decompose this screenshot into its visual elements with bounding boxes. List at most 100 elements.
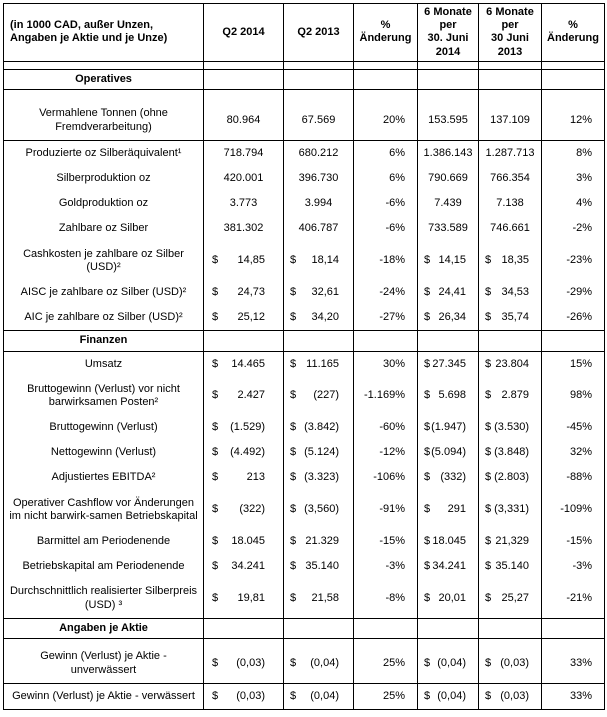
- amount: 34.241: [432, 560, 466, 573]
- amount: (5.124): [304, 446, 339, 459]
- amount: 35,74: [501, 311, 529, 324]
- value-cell: $20,01: [417, 579, 479, 619]
- row-label: Nettogewinn (Verlust): [3, 440, 204, 466]
- amount: (3.848): [494, 446, 529, 459]
- currency-symbol: $: [485, 591, 492, 604]
- currency-symbol: $: [290, 446, 297, 459]
- spacer-cell: [541, 638, 605, 645]
- value-cell: $ (3,331): [478, 490, 542, 529]
- amount: 34,20: [311, 311, 339, 324]
- section-empty-cell: [283, 617, 354, 639]
- spacer-cell: [417, 61, 479, 70]
- value-cell: -29%: [541, 279, 605, 306]
- currency-symbol: $: [212, 254, 219, 267]
- spacer-cell: [541, 61, 605, 70]
- currency-symbol: $: [485, 503, 492, 516]
- value-cell: $ (0,03): [478, 644, 542, 684]
- header-6m-2013: 6 Monate per 30 Juni 2013: [478, 3, 542, 62]
- currency-symbol: $: [212, 503, 219, 516]
- amount: 18,14: [311, 254, 339, 267]
- section-empty-cell: [541, 68, 605, 90]
- row-label: Zahlbare oz Silber: [3, 216, 204, 242]
- currency-symbol: $: [290, 471, 297, 484]
- row-label: Gewinn (Verlust) je Aktie - unverwässert: [3, 644, 204, 684]
- currency-symbol: $: [212, 657, 219, 670]
- value-cell: $35.140: [283, 554, 354, 580]
- section-empty-cell: [283, 68, 354, 90]
- value-cell: $5.698: [417, 376, 479, 416]
- currency-symbol: $: [485, 389, 492, 402]
- row-label: Gewinn (Verlust) je Aktie - verwässert: [3, 683, 204, 710]
- table-row: Bruttogewinn (Verlust) vor nicht barwirk…: [3, 376, 605, 416]
- table-row: Durchschnittlich realisierter Silberprei…: [3, 579, 605, 619]
- table-row: Vermahlene Tonnen (ohne Fremdverarbeitun…: [3, 101, 605, 141]
- amount: 14,15: [438, 254, 466, 267]
- spacer-cell: [541, 89, 605, 102]
- currency-symbol: $: [485, 421, 492, 434]
- section-empty-cell: [353, 617, 418, 639]
- amount: (0,03): [236, 689, 265, 702]
- value-cell: -21%: [541, 579, 605, 619]
- amount: 24,73: [237, 285, 265, 298]
- table-row: Goldproduktion oz 3.773 3.994 -6% 7.439 7.138…: [3, 191, 605, 217]
- spacer-cell: [417, 89, 479, 102]
- spacer-cell: [203, 61, 284, 70]
- value-cell: -91%: [353, 490, 418, 529]
- value-cell: $ (5.124): [283, 440, 354, 466]
- value-cell: -6%: [353, 216, 418, 242]
- currency-symbol: $: [424, 446, 431, 459]
- row-label: Operativer Cashflow vor Änderungen im ni…: [3, 490, 204, 529]
- amount: 23.804: [495, 357, 529, 370]
- amount: 18.045: [432, 535, 466, 547]
- currency-symbol: $: [212, 311, 219, 324]
- value-cell: $34,53: [478, 279, 542, 306]
- currency-symbol: $: [290, 357, 297, 370]
- value-cell: 153.595: [417, 101, 479, 141]
- amount: 25,27: [501, 591, 529, 604]
- row-label: Barmittel am Periodenende: [3, 529, 204, 555]
- table-row: AISC je zahlbare oz Silber (USD)² $24,73 $…: [3, 279, 605, 306]
- table-row: Produzierte oz Silberäquivalent¹ 718.794 6…: [3, 140, 605, 166]
- table-row: Operativer Cashflow vor Änderungen im ni…: [3, 490, 605, 529]
- amount: 35.140: [495, 560, 529, 573]
- currency-symbol: $: [485, 535, 492, 547]
- table-row: Barmittel am Periodenende $18.045 $21.329-…: [3, 529, 605, 555]
- amount: 34.241: [231, 560, 265, 573]
- value-cell: $ (2.803): [478, 465, 542, 491]
- value-cell: $ (227): [283, 376, 354, 416]
- value-cell: $32,61: [283, 279, 354, 306]
- amount: (0,04): [437, 657, 466, 670]
- value-cell: 3%: [541, 166, 605, 192]
- currency-symbol: $: [424, 471, 431, 484]
- value-cell: 396.730: [283, 166, 354, 192]
- value-cell: $213: [203, 465, 284, 491]
- section-empty-cell: [203, 68, 284, 90]
- value-cell: 30%: [353, 351, 418, 377]
- spacer-row: [3, 61, 605, 70]
- value-cell: 32%: [541, 440, 605, 466]
- value-cell: $18.045: [203, 529, 284, 555]
- table-body: Operatives Vermahlene Tonnen (ohne Fremdv…: [3, 61, 605, 710]
- currency-symbol: $: [212, 446, 219, 459]
- spacer-row: [3, 638, 605, 645]
- value-cell: 67.569: [283, 101, 354, 141]
- currency-symbol: $: [424, 503, 431, 516]
- value-cell: 8%: [541, 140, 605, 166]
- spacer-cell: [478, 89, 542, 102]
- currency-symbol: $: [212, 471, 219, 484]
- currency-symbol: $: [424, 657, 431, 670]
- table-row: Cashkosten je zahlbare oz Silber (USD)² $…: [3, 241, 605, 280]
- value-cell: $ (1.947): [417, 415, 479, 441]
- value-cell: $ (0,03): [203, 683, 284, 710]
- amount: 21,58: [311, 591, 339, 604]
- value-cell: $ (0,04): [283, 644, 354, 684]
- value-cell: $ (0,04): [417, 644, 479, 684]
- section-title: Angaben je Aktie: [3, 617, 204, 639]
- value-cell: -45%: [541, 415, 605, 441]
- value-cell: 733.589: [417, 216, 479, 242]
- amount: 2.427: [237, 389, 265, 402]
- table-row: AIC je zahlbare oz Silber (USD)² $25,12 $3…: [3, 305, 605, 331]
- amount: (2.803): [494, 471, 529, 484]
- currency-symbol: $: [485, 446, 492, 459]
- value-cell: $14.465: [203, 351, 284, 377]
